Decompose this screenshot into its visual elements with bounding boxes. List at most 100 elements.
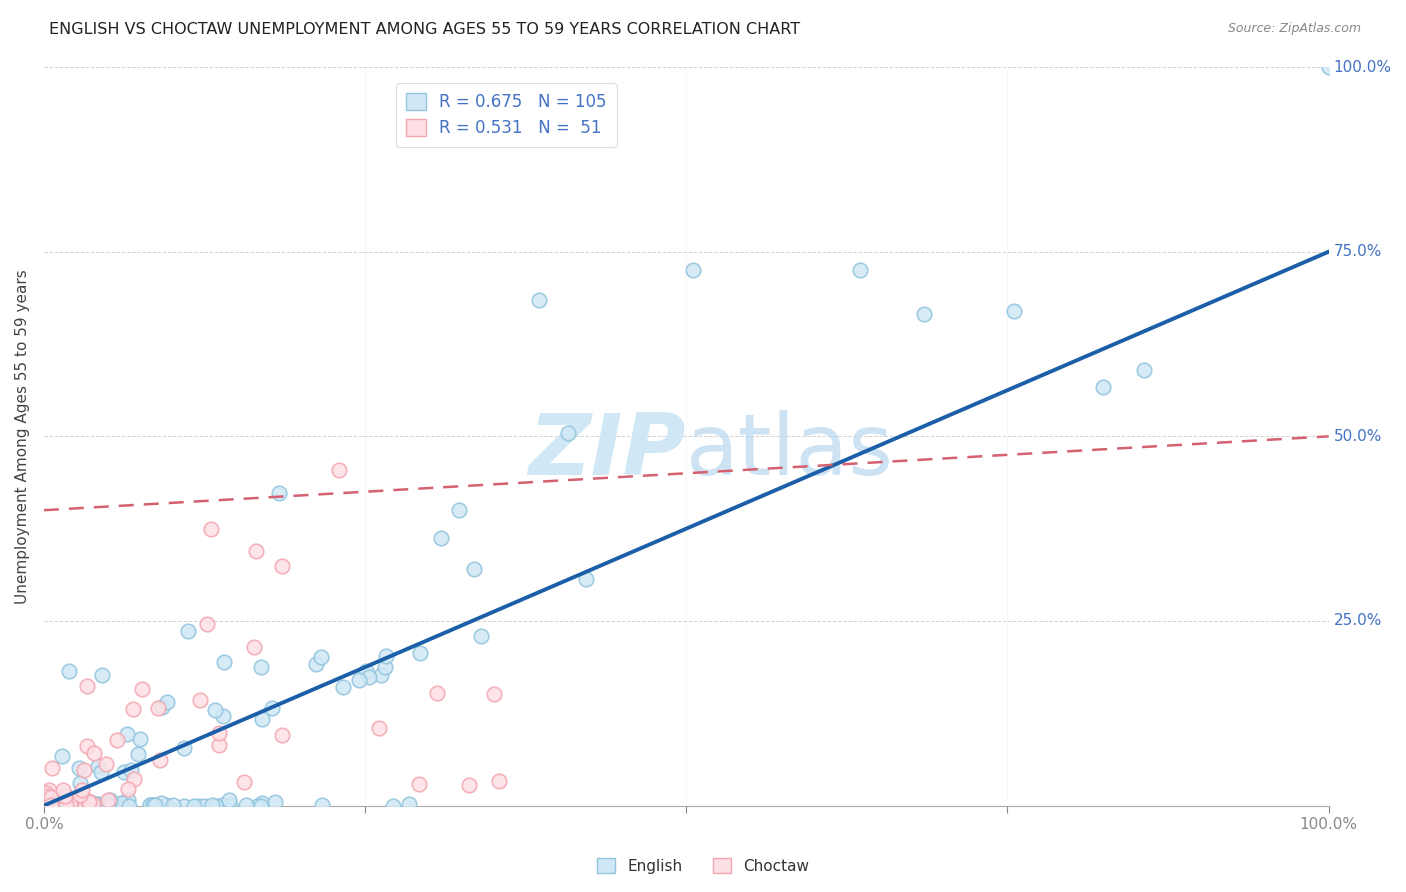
- Point: [55, 798, 77, 813]
- Point: [150, 796, 173, 810]
- Point: [249, 798, 271, 813]
- Point: [557, 426, 579, 441]
- Point: [463, 562, 485, 576]
- Text: 25.0%: 25.0%: [1334, 614, 1382, 629]
- Point: [51, 749, 73, 764]
- Point: [127, 747, 149, 762]
- Text: Source: ZipAtlas.com: Source: ZipAtlas.com: [1227, 22, 1361, 36]
- Point: [73, 763, 96, 777]
- Point: [76, 679, 98, 693]
- Point: [370, 667, 392, 681]
- Point: [59, 797, 82, 811]
- Point: [150, 699, 173, 714]
- Point: [235, 797, 257, 812]
- Point: [201, 798, 224, 813]
- Point: [105, 732, 128, 747]
- Point: [87, 758, 110, 772]
- Text: 75.0%: 75.0%: [1334, 244, 1382, 260]
- Legend: English, Choctaw: English, Choctaw: [591, 852, 815, 880]
- Point: [80, 797, 103, 811]
- Point: [1002, 303, 1025, 318]
- Text: ZIP: ZIP: [529, 409, 686, 492]
- Point: [48, 797, 70, 812]
- Point: [218, 793, 240, 807]
- Text: atlas: atlas: [686, 409, 894, 492]
- Point: [208, 738, 231, 752]
- Point: [305, 657, 328, 671]
- Point: [311, 798, 333, 813]
- Point: [39, 789, 62, 804]
- Point: [149, 753, 172, 767]
- Point: [60, 798, 83, 813]
- Point: [122, 772, 145, 786]
- Point: [409, 647, 432, 661]
- Point: [42, 796, 65, 810]
- Point: [62, 796, 84, 810]
- Point: [271, 727, 294, 741]
- Point: [332, 680, 354, 694]
- Point: [117, 781, 139, 796]
- Point: [69, 776, 91, 790]
- Point: [86, 797, 108, 811]
- Point: [173, 798, 195, 813]
- Point: [97, 793, 120, 807]
- Point: [83, 747, 105, 761]
- Point: [470, 629, 492, 643]
- Point: [38, 783, 60, 797]
- Point: [58, 664, 80, 678]
- Point: [90, 765, 112, 780]
- Point: [69, 798, 91, 813]
- Point: [488, 773, 510, 788]
- Point: [128, 732, 150, 747]
- Point: [63, 798, 86, 813]
- Text: 100.0%: 100.0%: [1334, 60, 1392, 75]
- Point: [139, 798, 162, 813]
- Point: [212, 655, 235, 669]
- Point: [110, 797, 132, 811]
- Point: [1092, 380, 1115, 394]
- Point: [34, 798, 56, 813]
- Point: [430, 531, 453, 545]
- Point: [139, 797, 162, 812]
- Point: [328, 462, 350, 476]
- Point: [190, 693, 212, 707]
- Point: [458, 778, 481, 792]
- Point: [41, 798, 63, 813]
- Point: [267, 486, 290, 500]
- Point: [60, 798, 83, 813]
- Point: [55, 798, 77, 813]
- Point: [375, 648, 398, 663]
- Point: [183, 798, 205, 813]
- Point: [35, 798, 58, 813]
- Point: [367, 721, 389, 735]
- Point: [112, 764, 135, 779]
- Point: [359, 670, 381, 684]
- Point: [69, 788, 91, 802]
- Point: [52, 782, 75, 797]
- Point: [193, 798, 215, 813]
- Point: [232, 775, 254, 789]
- Point: [912, 308, 935, 322]
- Point: [39, 797, 62, 812]
- Text: 50.0%: 50.0%: [1334, 429, 1382, 444]
- Point: [65, 795, 87, 809]
- Point: [200, 522, 222, 536]
- Point: [53, 798, 76, 813]
- Point: [426, 686, 449, 700]
- Point: [114, 795, 136, 809]
- Point: [131, 682, 153, 697]
- Point: [212, 709, 235, 723]
- Point: [77, 794, 100, 808]
- Point: [41, 761, 63, 775]
- Point: [66, 792, 89, 806]
- Point: [35, 789, 58, 803]
- Point: [98, 793, 121, 807]
- Point: [122, 702, 145, 716]
- Point: [245, 544, 267, 558]
- Point: [77, 796, 100, 810]
- Point: [243, 640, 266, 654]
- Y-axis label: Unemployment Among Ages 55 to 59 years: Unemployment Among Ages 55 to 59 years: [15, 269, 30, 604]
- Point: [53, 789, 76, 803]
- Point: [173, 740, 195, 755]
- Point: [682, 263, 704, 277]
